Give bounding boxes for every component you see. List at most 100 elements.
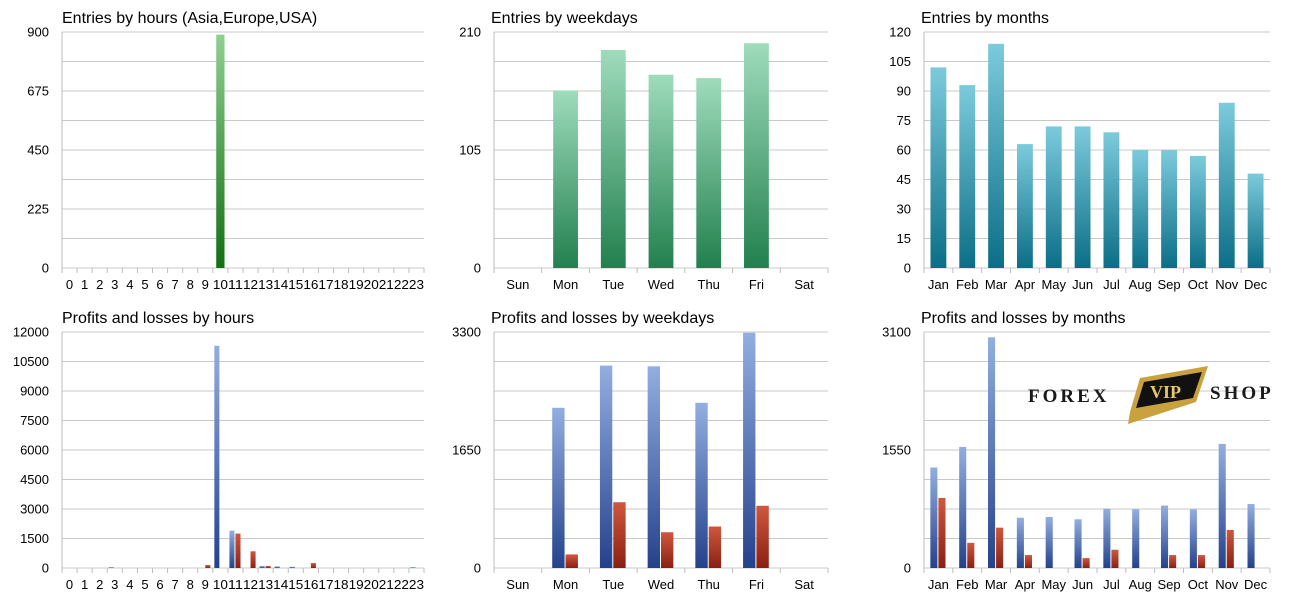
x-tick-label: Jul <box>1103 577 1120 592</box>
bar <box>1161 150 1178 268</box>
y-tick-label: 1500 <box>20 531 49 546</box>
y-tick-label: 45 <box>897 172 911 187</box>
x-tick-label: Sun <box>506 277 529 292</box>
x-tick-label: 4 <box>126 577 133 592</box>
bar-profit <box>1103 508 1111 568</box>
y-tick-label: 0 <box>42 261 49 276</box>
x-tick-label: 6 <box>156 577 163 592</box>
chart-title: Profits and losses by weekdays <box>491 310 714 327</box>
x-tick-label: Apr <box>1015 577 1036 592</box>
y-tick-label: 60 <box>897 143 911 158</box>
bar-loss <box>1111 549 1119 568</box>
x-tick-label: Oct <box>1188 277 1209 292</box>
y-tick-label: 0 <box>42 561 49 576</box>
x-tick-label: Jul <box>1103 277 1120 292</box>
bar <box>930 67 947 269</box>
bar-profit <box>1247 504 1255 568</box>
bar <box>1103 132 1120 268</box>
x-tick-label: 7 <box>172 277 179 292</box>
bar-profit <box>274 566 280 568</box>
x-tick-label: 10 <box>213 577 228 592</box>
bar-profit <box>229 530 235 568</box>
x-tick-label: Jan <box>928 277 949 292</box>
y-tick-label: 3000 <box>20 502 49 517</box>
y-tick-label: 105 <box>889 54 911 69</box>
x-tick-label: Wed <box>648 577 675 592</box>
bar <box>696 78 722 268</box>
bar-profit <box>259 566 265 568</box>
y-tick-label: 900 <box>27 25 49 40</box>
y-tick-label: 105 <box>459 143 481 158</box>
y-tick-label: 12000 <box>13 325 49 340</box>
x-tick-label: May <box>1041 277 1066 292</box>
chart-title: Profits and losses by hours <box>62 310 254 327</box>
bar <box>1074 126 1091 269</box>
bar-profit <box>1074 519 1082 568</box>
x-tick-label: 12 <box>243 577 258 592</box>
y-tick-label: 675 <box>27 84 49 99</box>
x-tick-label: 2 <box>96 577 103 592</box>
x-tick-label: Feb <box>956 277 978 292</box>
logo-word-center: VIP <box>1150 382 1181 402</box>
x-tick-label: Sun <box>506 577 529 592</box>
x-tick-label: 5 <box>141 577 148 592</box>
x-tick-label: 16 <box>303 277 318 292</box>
bar <box>648 74 674 268</box>
y-tick-label: 450 <box>27 143 49 158</box>
forex-vip-shop-logo: FOREX VIP SHOP <box>1028 366 1274 424</box>
x-tick-label: Feb <box>956 577 978 592</box>
y-tick-label: 75 <box>897 113 911 128</box>
x-tick-label: 17 <box>318 577 333 592</box>
y-tick-label: 0 <box>474 261 481 276</box>
entries-by-months-chart: Entries by months 0 15 30 45 60 75 90 105 120 Jan… <box>889 10 1271 292</box>
x-tick-label: Sep <box>1158 277 1181 292</box>
x-tick-label: 11 <box>228 577 243 592</box>
bar-loss <box>967 542 975 568</box>
y-tick-label: 30 <box>897 202 911 217</box>
x-tick-label: Nov <box>1215 277 1239 292</box>
x-tick-label: 8 <box>187 277 194 292</box>
y-tick-label: 90 <box>897 84 911 99</box>
y-tick-label: 10500 <box>13 354 49 369</box>
bar-profit <box>599 365 613 568</box>
bar-loss <box>265 566 271 568</box>
x-tick-label: 14 <box>273 277 288 292</box>
bar-profit <box>1161 505 1169 568</box>
x-tick-label: 14 <box>273 577 288 592</box>
bar-loss <box>756 505 769 568</box>
x-tick-label: 19 <box>349 277 364 292</box>
x-tick-label: 13 <box>258 277 273 292</box>
x-tick-label: 10 <box>213 277 228 292</box>
x-tick-label: Sat <box>794 577 814 592</box>
x-tick-label: 12 <box>243 277 258 292</box>
x-tick-label: Sep <box>1158 577 1181 592</box>
x-tick-label: 16 <box>303 577 318 592</box>
x-tick-label: 18 <box>334 577 349 592</box>
y-tick-label: 0 <box>904 561 911 576</box>
bar-loss <box>565 554 578 568</box>
bar-loss <box>1226 529 1234 568</box>
logo-word-left: FOREX <box>1028 386 1110 407</box>
x-tick-label: Sat <box>794 277 814 292</box>
x-tick-label: Fri <box>749 277 764 292</box>
bar-profit <box>1218 443 1226 568</box>
bar-loss <box>708 526 722 568</box>
x-tick-label: Thu <box>698 277 720 292</box>
logo-word-right: SHOP <box>1210 383 1274 404</box>
x-tick-label: 1 <box>81 277 88 292</box>
x-tick-label: Tue <box>602 277 624 292</box>
x-tick-label: Jun <box>1072 577 1093 592</box>
x-tick-label: Dec <box>1244 277 1268 292</box>
x-tick-label: Mar <box>985 577 1008 592</box>
bar-profit <box>695 402 708 568</box>
y-tick-label: 1650 <box>452 443 481 458</box>
bar-profit <box>108 567 114 568</box>
bar-loss <box>310 563 316 568</box>
bar <box>959 85 976 268</box>
y-tick-label: 3300 <box>452 325 481 340</box>
bar-loss <box>235 533 241 568</box>
x-tick-label: 20 <box>364 277 379 292</box>
bar <box>1045 126 1062 269</box>
x-tick-label: Nov <box>1215 577 1239 592</box>
bar-loss <box>661 532 674 568</box>
